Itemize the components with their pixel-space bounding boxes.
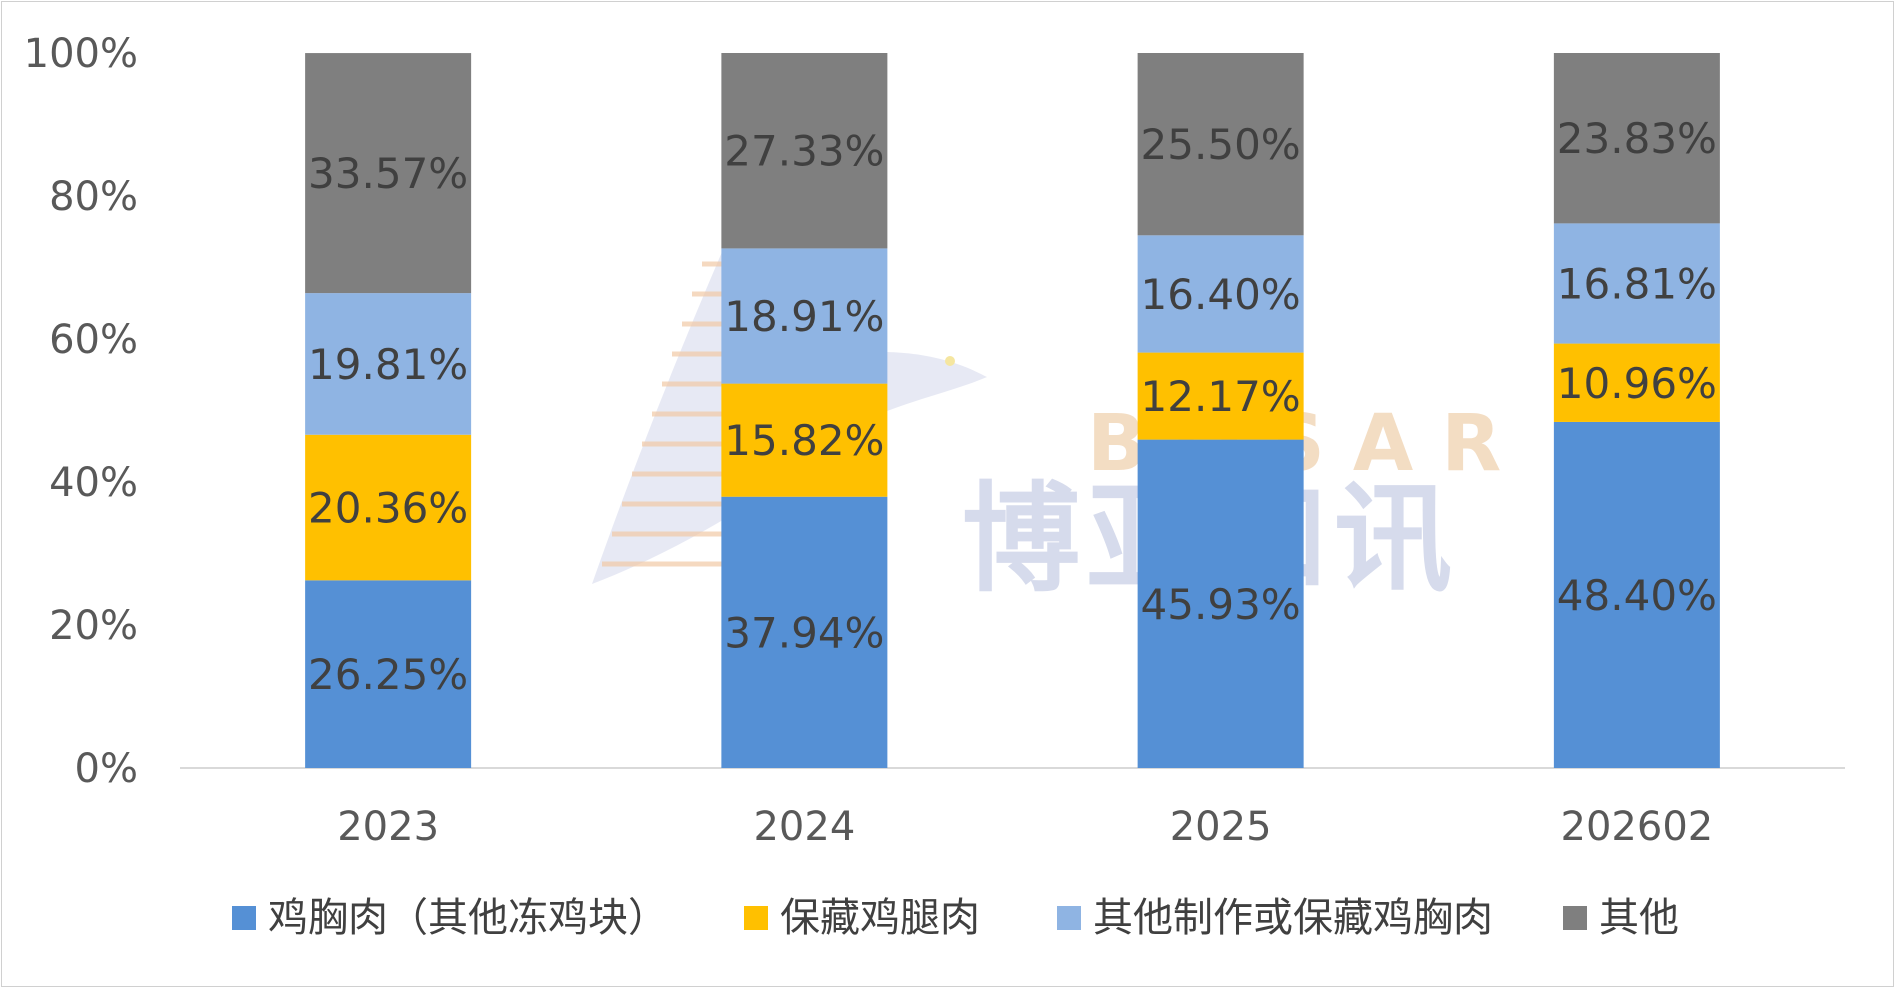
legend-swatch — [744, 906, 768, 930]
data-label: 10.96% — [1557, 359, 1717, 408]
bar-segment — [1553, 223, 1720, 344]
data-label: 26.25% — [308, 650, 468, 699]
data-label: 25.50% — [1141, 120, 1301, 169]
data-label: 16.40% — [1141, 270, 1301, 319]
bar-segment — [1553, 343, 1720, 422]
bar-segment — [721, 248, 888, 384]
legend-label: 其他 — [1599, 895, 1679, 941]
bar-segment — [305, 580, 472, 768]
legend-swatch — [232, 906, 256, 930]
legend-label: 鸡胸肉（其他冻鸡块） — [268, 895, 668, 941]
y-tick-label: 80% — [49, 174, 138, 220]
y-axis: 0% 20% 40% 60% 80% 100% — [24, 31, 138, 792]
data-label: 16.81% — [1557, 259, 1717, 308]
data-label: 37.94% — [724, 608, 884, 657]
bar-segment — [305, 53, 472, 294]
legend-swatch — [1563, 906, 1587, 930]
legend: 鸡胸肉（其他冻鸡块） 保藏鸡腿肉 其他制作或保藏鸡胸肉 其他 — [232, 895, 1679, 941]
data-label: 33.57% — [308, 149, 468, 198]
data-label: 45.93% — [1141, 580, 1301, 629]
bars: 26.25% 20.36% 19.81% 33.57% 37.94% 15.82% 18.9… — [305, 53, 1720, 768]
data-label: 27.33% — [724, 127, 884, 176]
x-tick-label: 202602 — [1561, 804, 1714, 850]
y-tick-label: 100% — [24, 31, 138, 77]
bar-segment — [1137, 439, 1304, 768]
bar-segment — [1137, 235, 1304, 353]
bar-segment — [305, 434, 472, 581]
bar-segment — [1137, 53, 1304, 236]
data-label: 15.82% — [724, 416, 884, 465]
x-axis: 2023 2024 2025 202602 — [337, 804, 1713, 850]
data-label: 18.91% — [724, 292, 884, 341]
y-tick-label: 40% — [49, 460, 138, 506]
data-label: 12.17% — [1141, 372, 1301, 421]
x-tick-label: 2023 — [337, 804, 439, 850]
data-label: 20.36% — [308, 484, 468, 533]
bar-segment — [1553, 53, 1720, 224]
bar-segment — [305, 293, 472, 435]
data-label: 48.40% — [1557, 571, 1717, 620]
bar-segment — [721, 53, 888, 249]
bar-segment — [721, 383, 888, 497]
data-label: 23.83% — [1557, 114, 1717, 163]
bar-segment — [1137, 352, 1304, 440]
x-tick-label: 2025 — [1170, 804, 1272, 850]
y-tick-label: 0% — [75, 746, 138, 792]
legend-swatch — [1057, 906, 1081, 930]
data-label: 19.81% — [308, 340, 468, 389]
legend-label: 保藏鸡腿肉 — [780, 895, 980, 941]
bar-segment — [1553, 421, 1720, 768]
y-tick-label: 60% — [49, 317, 138, 363]
x-tick-label: 2024 — [753, 804, 855, 850]
legend-label: 其他制作或保藏鸡胸肉 — [1093, 895, 1493, 941]
bar-segment — [721, 496, 888, 768]
y-tick-label: 20% — [49, 603, 138, 649]
